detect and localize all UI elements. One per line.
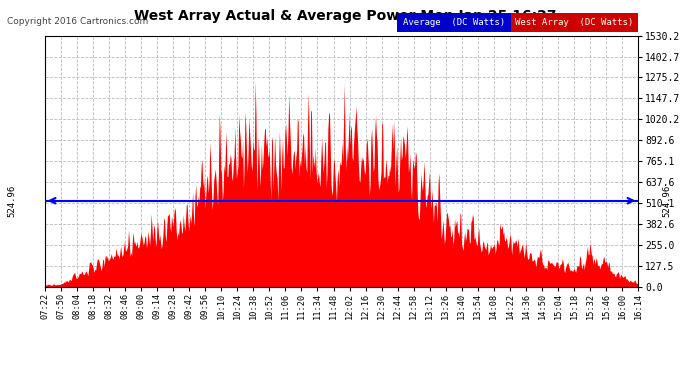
Text: Average  (DC Watts): Average (DC Watts) — [402, 18, 505, 27]
Text: West Array  (DC Watts): West Array (DC Watts) — [515, 18, 633, 27]
Text: Copyright 2016 Cartronics.com: Copyright 2016 Cartronics.com — [7, 17, 148, 26]
Text: West Array Actual & Average Power Mon Jan 25 16:27: West Array Actual & Average Power Mon Ja… — [134, 9, 556, 23]
Text: 524.96: 524.96 — [8, 184, 17, 217]
Text: 524.96: 524.96 — [662, 184, 671, 217]
